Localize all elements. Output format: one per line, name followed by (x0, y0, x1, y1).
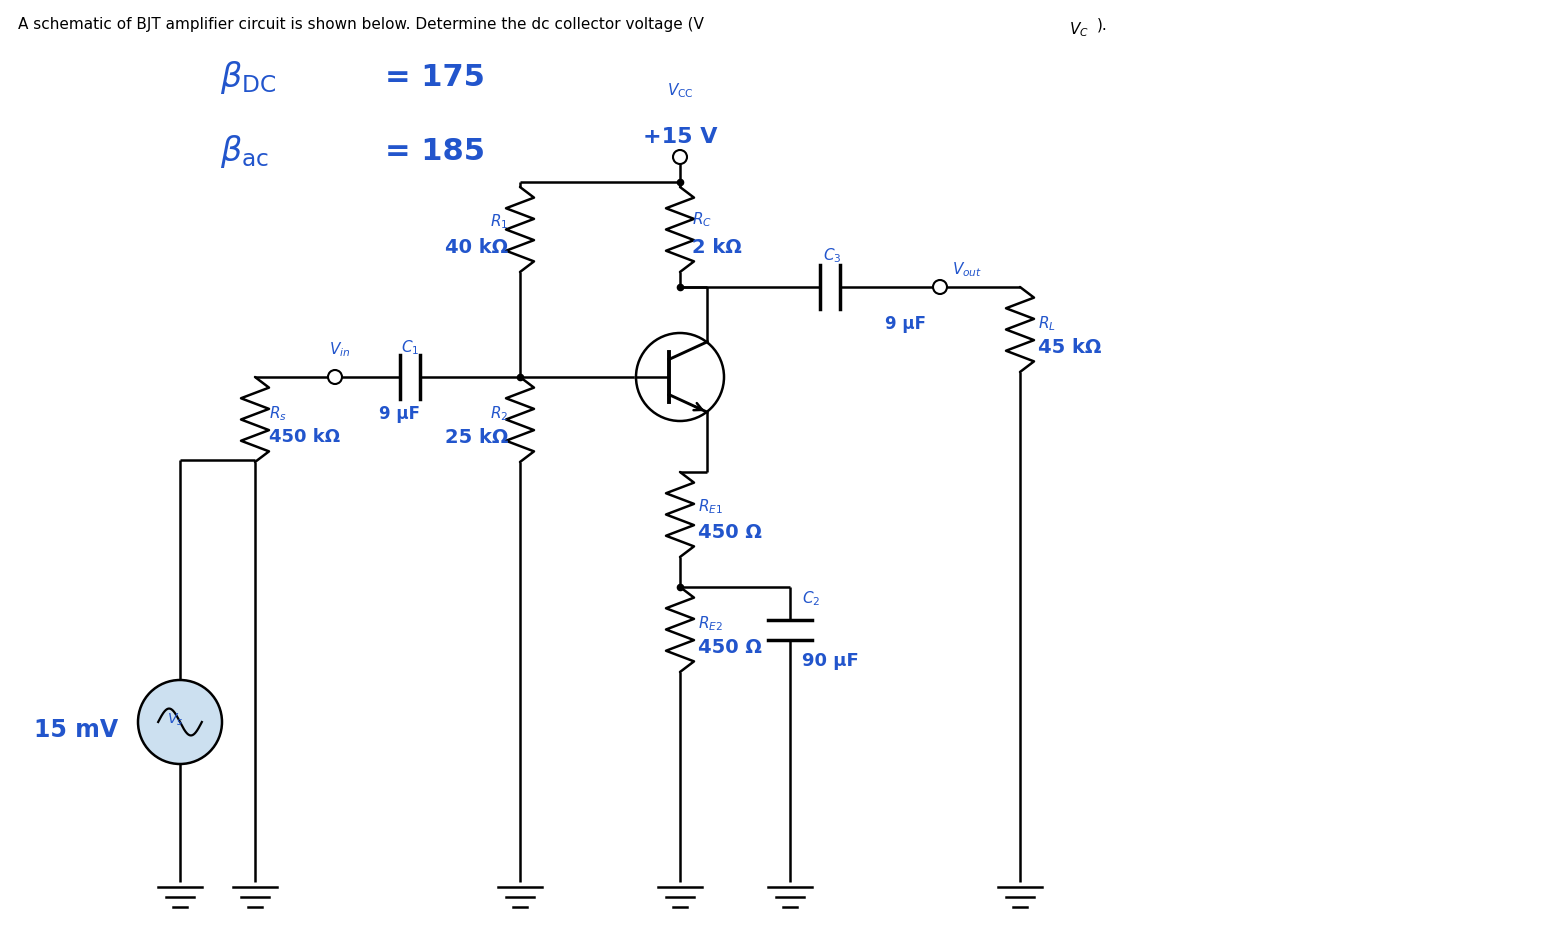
Circle shape (138, 680, 222, 764)
Text: 2 kΩ: 2 kΩ (691, 238, 741, 257)
Text: = 185: = 185 (385, 138, 485, 167)
Text: $V_C$: $V_C$ (1070, 20, 1089, 39)
Text: $C_3$: $C_3$ (823, 246, 841, 265)
Text: 450 kΩ: 450 kΩ (269, 429, 339, 447)
Text: $\beta_{\rm DC}$: $\beta_{\rm DC}$ (221, 58, 277, 95)
Text: $R_1$: $R_1$ (490, 212, 508, 231)
Text: $R_{E1}$: $R_{E1}$ (698, 497, 723, 516)
Text: $V_{\rm CC}$: $V_{\rm CC}$ (666, 81, 693, 100)
Text: $R_L$: $R_L$ (1038, 314, 1056, 333)
Text: 90 μF: 90 μF (802, 652, 859, 670)
Text: 450 Ω: 450 Ω (698, 638, 762, 657)
Text: ).: ). (1096, 17, 1107, 32)
Text: $V_{out}$: $V_{out}$ (952, 260, 982, 279)
Text: 9 μF: 9 μF (380, 405, 421, 423)
Text: $\beta_{\rm ac}$: $\beta_{\rm ac}$ (221, 134, 269, 171)
Text: $R_{E2}$: $R_{E2}$ (698, 614, 723, 633)
Text: 15 mV: 15 mV (34, 718, 117, 742)
Text: $V_s$: $V_s$ (167, 712, 183, 728)
Text: $V_{in}$: $V_{in}$ (330, 340, 350, 359)
Text: $C_1$: $C_1$ (400, 338, 419, 357)
Text: $R_C$: $R_C$ (691, 210, 712, 229)
Text: = 175: = 175 (385, 62, 485, 91)
Text: 45 kΩ: 45 kΩ (1038, 338, 1101, 357)
Text: 9 μF: 9 μF (885, 315, 926, 333)
Text: $R_2$: $R_2$ (490, 404, 508, 423)
Text: +15 V: +15 V (643, 127, 718, 147)
Text: $C_2$: $C_2$ (802, 589, 821, 608)
Text: $R_s$: $R_s$ (269, 404, 286, 423)
Text: 450 Ω: 450 Ω (698, 523, 762, 542)
Text: 25 kΩ: 25 kΩ (444, 428, 508, 447)
Text: A schematic of BJT amplifier circuit is shown below. Determine the dc collector : A schematic of BJT amplifier circuit is … (19, 17, 704, 32)
Text: 40 kΩ: 40 kΩ (444, 238, 508, 257)
